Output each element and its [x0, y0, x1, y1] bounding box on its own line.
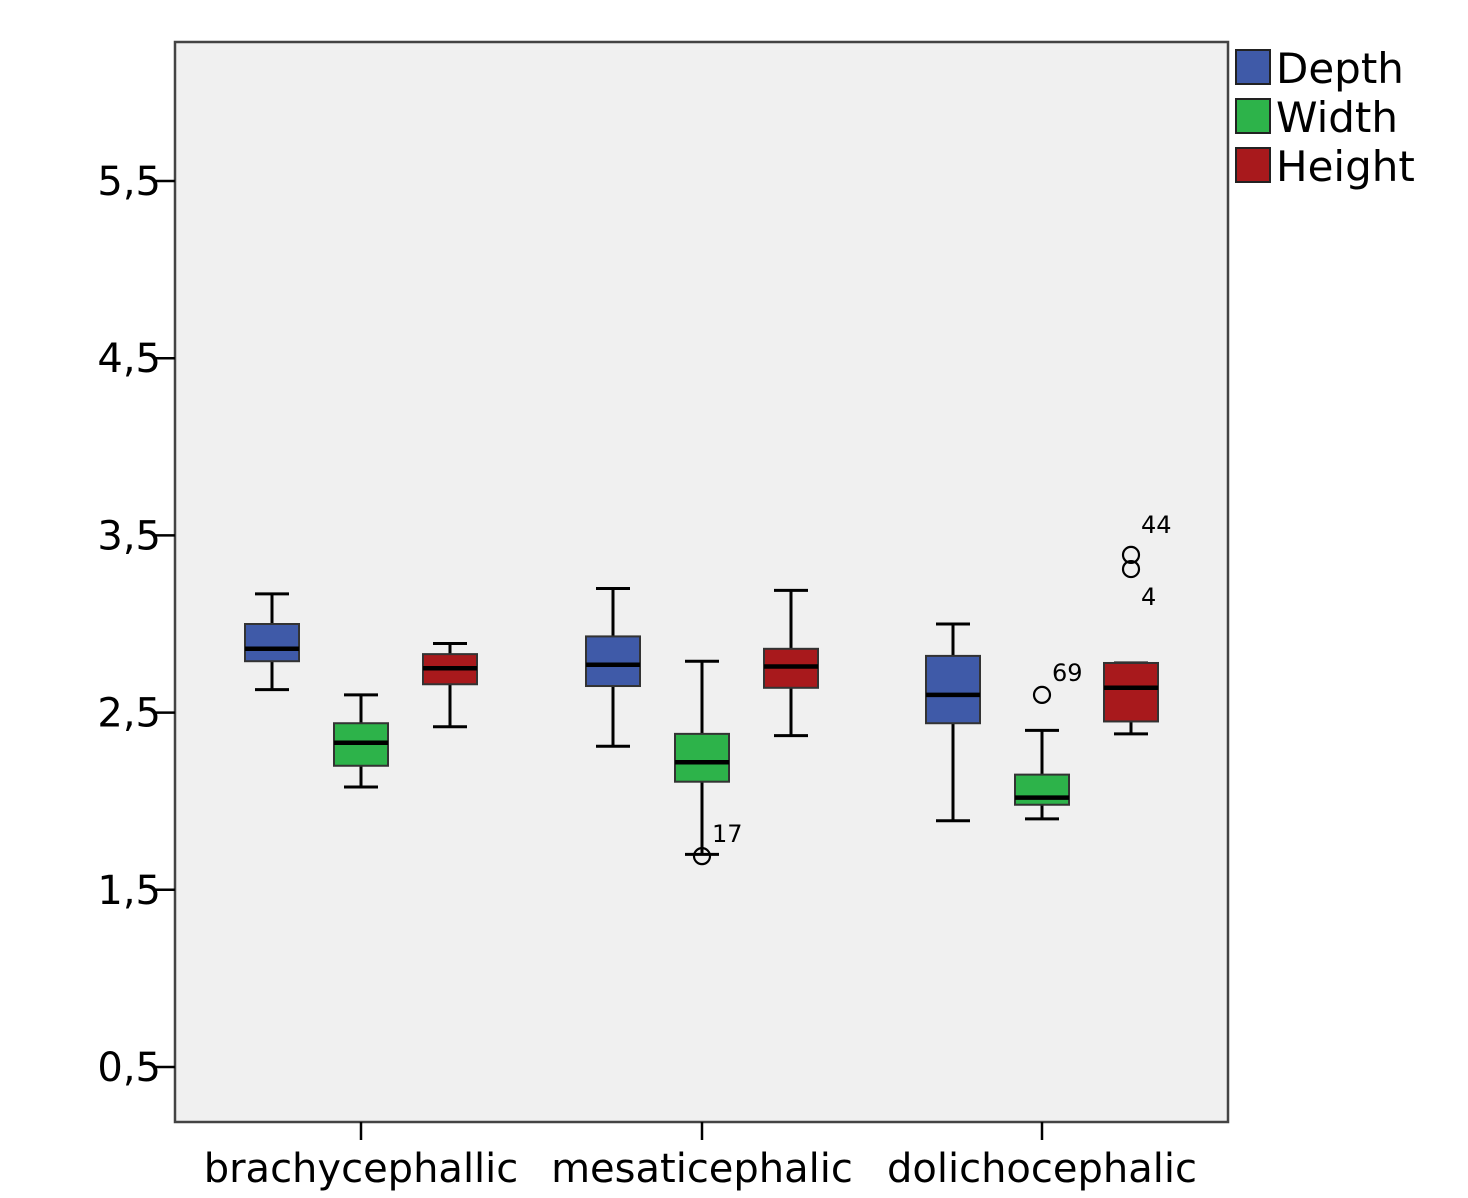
outlier-label: 69: [1052, 659, 1083, 687]
y-tick-label: 0,5: [97, 1045, 161, 1091]
x-category-label: mesaticephalic: [551, 1146, 853, 1192]
outlier-label: 17: [712, 820, 743, 848]
x-axis: brachycephallic mesaticephalic dolichoceph…: [204, 1122, 1197, 1192]
y-tick-label: 4,5: [97, 336, 161, 382]
box-height: 444: [1103, 511, 1172, 736]
box-iqr: [1014, 773, 1070, 806]
box-iqr: [585, 635, 641, 688]
box-depth: [585, 587, 641, 748]
box-height: [763, 588, 819, 738]
legend-label-width: Width: [1276, 93, 1398, 142]
box-depth: [244, 592, 300, 692]
box-iqr: [925, 654, 981, 725]
box-iqr: [674, 732, 730, 783]
outlier-point: [1121, 545, 1141, 564]
legend-swatch-height: [1235, 147, 1271, 183]
box-width: 69: [1014, 659, 1083, 821]
legend-swatch-depth: [1235, 49, 1271, 85]
box-iqr: [1103, 661, 1159, 723]
plot-area: [173, 40, 1230, 1124]
legend-label-height: Height: [1276, 142, 1415, 191]
legend-swatch-width: [1235, 98, 1271, 134]
box-height: [422, 641, 478, 729]
outlier-point: [692, 847, 712, 866]
outlier-point: [1032, 685, 1052, 704]
box-depth: [925, 622, 981, 823]
x-category-label: dolichocephalic: [887, 1146, 1197, 1192]
box-width: 17: [674, 659, 743, 866]
y-axis: 0,5 1,5 2,5 3,5 4,5 5,5: [97, 159, 175, 1091]
y-tick-label: 2,5: [97, 691, 161, 737]
box-width: [333, 693, 389, 789]
y-tick-label: 5,5: [97, 159, 161, 205]
outlier-label: 44: [1141, 511, 1172, 539]
outlier-point: [1121, 559, 1141, 579]
x-category-label: brachycephallic: [204, 1146, 519, 1192]
box-iqr: [244, 623, 300, 663]
y-tick-label: 3,5: [97, 513, 161, 559]
y-tick-label: 1,5: [97, 868, 161, 914]
outlier-label: 4: [1141, 583, 1156, 611]
legend-label-depth: Depth: [1276, 44, 1404, 93]
